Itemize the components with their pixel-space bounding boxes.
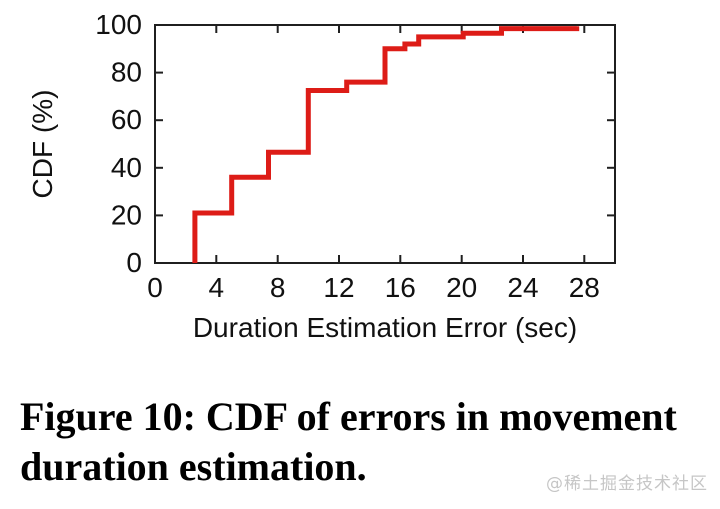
caption-line-2: duration estimation.	[20, 444, 367, 489]
y-tick-label: 100	[95, 9, 142, 40]
plot-area: 0 4 8 12 16 20 24 28 0 20 40 60 80 100	[95, 9, 616, 303]
x-tick-label: 4	[209, 272, 225, 303]
y-tick-label: 40	[111, 152, 142, 183]
x-tick-label: 16	[385, 272, 416, 303]
x-tick-label: 24	[507, 272, 538, 303]
y-axis-title: CDF (%)	[27, 90, 58, 199]
cdf-step-line	[192, 26, 580, 263]
caption-line-1: Figure 10: CDF of errors in movement	[20, 394, 677, 439]
x-tick-label: 12	[323, 272, 354, 303]
y-tick-label: 20	[111, 199, 142, 230]
x-axis-title: Duration Estimation Error (sec)	[193, 312, 577, 343]
y-tick-label: 60	[111, 104, 142, 135]
watermark: @稀土掘金技术社区	[546, 474, 708, 494]
figure-caption: Figure 10: CDF of errors in movement dur…	[20, 392, 710, 492]
plot-frame	[154, 24, 616, 264]
x-tick-label: 8	[270, 272, 286, 303]
y-tick-label: 80	[111, 57, 142, 88]
x-tick-label: 28	[569, 272, 600, 303]
x-tick-label: 20	[446, 272, 477, 303]
x-tick-label: 0	[147, 272, 163, 303]
cdf-chart: 0 4 8 12 16 20 24 28 0 20 40 60 80 100 Duration Estim…	[27, 9, 616, 343]
y-tick-label: 0	[126, 247, 142, 278]
